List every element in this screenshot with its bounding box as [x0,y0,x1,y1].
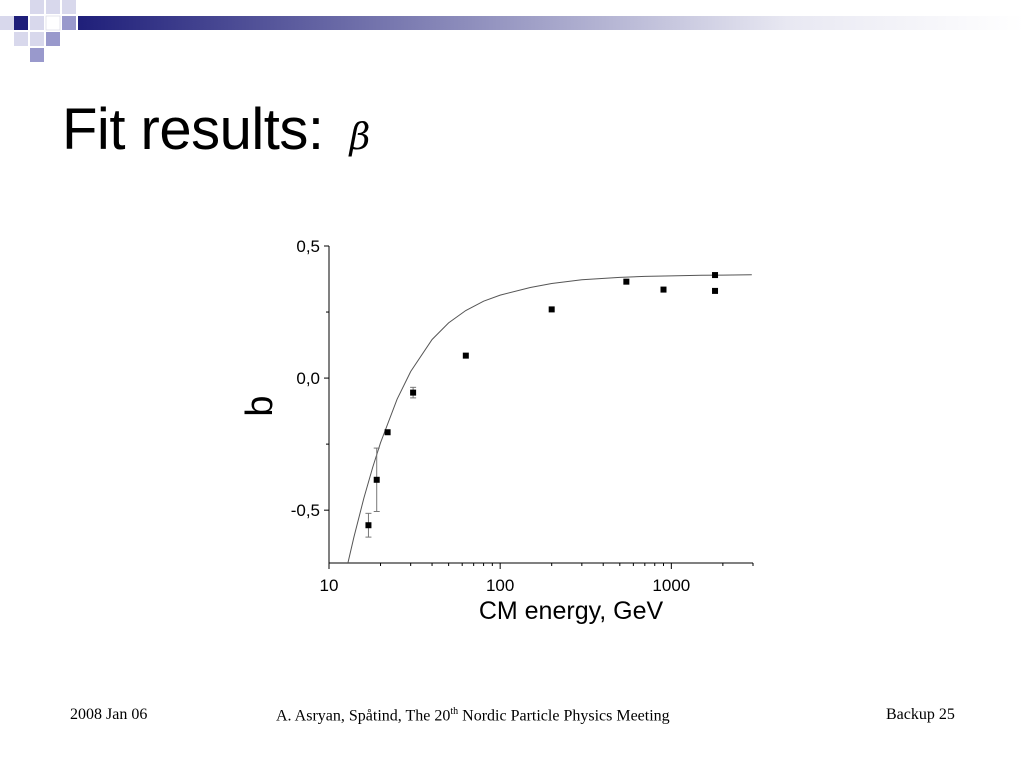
data-point [410,389,417,396]
fit-curve [347,274,752,564]
x-axis-label: CM energy, GeV [479,597,664,625]
title-text: Fit results: [62,97,324,162]
x-tick-label: 1000 [652,576,690,595]
footer-page-number: Backup 25 [886,706,955,723]
data-point [365,522,372,529]
data-point [462,352,469,359]
y-tick-label: 0,5 [296,237,320,256]
y-tick-label: 0,0 [296,369,320,388]
data-point [373,476,380,483]
data-point [548,306,555,313]
data-point [384,429,391,436]
data-point [623,278,630,285]
slide-title: Fit results: β [62,96,370,163]
slide-corner-decoration [0,0,1024,62]
credit-text-start: A. Asryan, Spåtind, The 20 [276,707,451,725]
credit-text-end: Nordic Particle Physics Meeting [458,707,670,725]
credit-superscript: th [450,706,459,717]
x-tick-label: 100 [486,576,514,595]
data-point [712,287,719,294]
beta-symbol: β [349,117,371,158]
footer-date: 2008 Jan 06 [70,706,148,723]
footer-credit: A. Asryan, Spåtind, The 20th Nordic Part… [276,706,670,725]
y-tick-label: -0,5 [291,501,320,520]
data-point [660,286,667,293]
data-point [712,272,719,279]
y-axis-label: b [239,395,281,416]
x-tick-label: 10 [320,576,339,595]
